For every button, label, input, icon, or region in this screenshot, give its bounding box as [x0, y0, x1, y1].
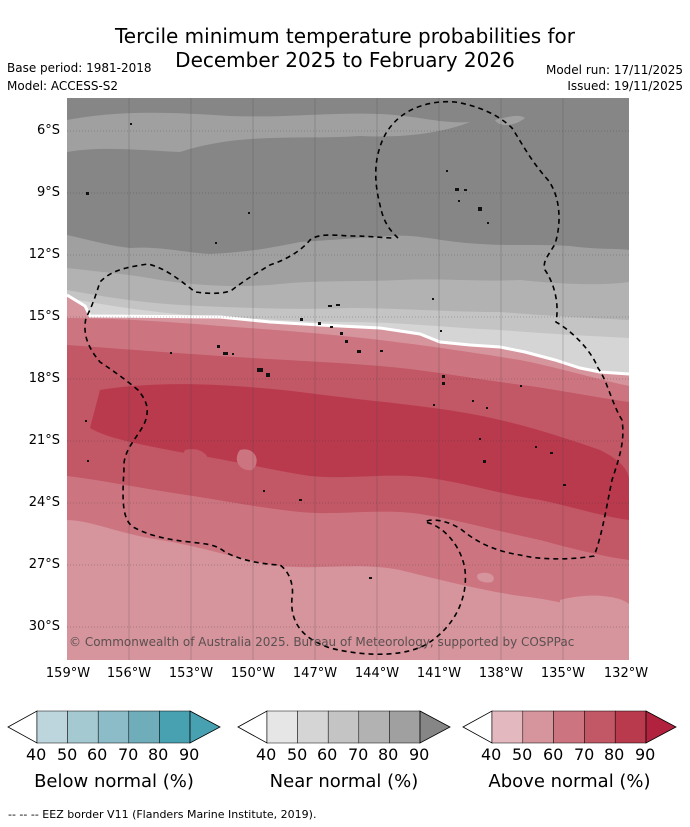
lat-label: 15°S [28, 309, 60, 324]
colorbar-near-segment [358, 710, 390, 744]
above-normal-80-region [90, 384, 629, 520]
colorbar-tick: 50 [57, 745, 78, 764]
lat-label: 12°S [28, 247, 60, 262]
title-line-1: Tercile minimum temperature probabilitie… [114, 24, 576, 48]
lon-label: 147°W [292, 666, 338, 681]
colorbar-tick: 90 [409, 745, 430, 764]
colorbar-below-segment [97, 710, 130, 744]
colorbar-above-segment [614, 710, 647, 744]
near-normal-80-patch [495, 115, 525, 126]
lat-label: 30°S [28, 619, 60, 634]
colorbar-below-segment [159, 710, 191, 744]
colorbar-near-segment [389, 710, 421, 744]
model-run: Model run: 17/11/2025 [545, 63, 683, 77]
colorbar-tick: 90 [179, 745, 200, 764]
eez-border-note: -- -- -- EEZ border V11 (Flanders Marine… [8, 808, 317, 821]
model-name: Model: ACCESS-S2 [7, 79, 119, 93]
eez-border [84, 100, 624, 655]
colorbar-tick: 70 [574, 745, 595, 764]
copyright-text: © Commonwealth of Australia 2025. Bureau… [69, 635, 574, 649]
lon-label: 156°W [106, 666, 152, 681]
colorbar-above-segment [522, 710, 554, 744]
colorbar-above-title: Above normal (%) [488, 771, 651, 792]
colorbar-near-normal [237, 710, 451, 744]
colorbar-tick: 60 [87, 745, 108, 764]
colorbar-above-segment [553, 710, 585, 744]
colorbar-below-right-arrow [189, 710, 221, 744]
colorbar-tick: 90 [635, 745, 656, 764]
lat-label: 18°S [28, 371, 60, 386]
colorbar-below-title: Below normal (%) [34, 771, 194, 792]
colorbar-near-right-arrow [419, 710, 451, 744]
colorbar-above-segment [491, 710, 524, 744]
above-normal-60-patch [236, 449, 257, 471]
lon-label: 135°W [540, 666, 586, 681]
colorbar-near-segment [327, 710, 360, 744]
title-line-2: December 2025 to February 2026 [175, 48, 515, 72]
lat-label: 9°S [36, 185, 60, 200]
above-normal-70-patch [182, 449, 209, 472]
lon-label: 159°W [45, 666, 91, 681]
base-period: Base period: 1981-2018 [7, 61, 152, 75]
map-title: Tercile minimum temperature probabilitie… [0, 24, 690, 72]
lat-label: 24°S [28, 495, 60, 510]
colorbar-below-segment [36, 710, 68, 744]
islands [85, 123, 566, 579]
near-normal-80-patch [67, 112, 470, 152]
colorbar-below-normal [7, 710, 221, 744]
colorbar-tick: 80 [604, 745, 625, 764]
lon-label: 132°W [603, 666, 649, 681]
above-normal-80-patch [254, 402, 266, 414]
colorbar-above-normal [462, 710, 677, 744]
lon-label: 141°W [416, 666, 462, 681]
colorbar-tick: 40 [481, 745, 502, 764]
colorbar-near-segment [297, 710, 329, 744]
meridians [128, 98, 564, 660]
colorbar-tick: 70 [118, 745, 139, 764]
lon-label: 153°W [168, 666, 214, 681]
colorbar-above-right-arrow [645, 710, 677, 744]
colorbar-above-left-arrow [462, 710, 493, 744]
above-normal-50-patch [76, 582, 243, 660]
colorbar-tick: 80 [378, 745, 399, 764]
white-tercile-boundary [67, 293, 629, 376]
lat-label: 27°S [28, 557, 60, 572]
colorbar-tick: 80 [148, 745, 169, 764]
colorbar-tick: 50 [287, 745, 308, 764]
graticule [67, 130, 629, 628]
above-normal-50-patch [330, 583, 458, 656]
lon-label: 150°W [230, 666, 276, 681]
colorbar-tick: 40 [26, 745, 47, 764]
lon-label: 144°W [354, 666, 400, 681]
colorbar-above-segment [584, 710, 616, 744]
colorbar-below-left-arrow [7, 710, 38, 744]
colorbar-below-segment [67, 710, 99, 744]
colorbar-tick: 60 [317, 745, 338, 764]
colorbar-near-left-arrow [237, 710, 268, 744]
colorbar-below-segment [128, 710, 160, 744]
above-normal-50-patch [560, 595, 629, 640]
colorbar-tick: 40 [256, 745, 277, 764]
issued-date: Issued: 19/11/2025 [567, 79, 683, 93]
colorbar-near-title: Near normal (%) [269, 771, 419, 792]
colorbar-tick: 70 [348, 745, 369, 764]
above-normal-80-patch [231, 419, 249, 437]
lon-label: 138°W [478, 666, 524, 681]
lat-label: 21°S [28, 433, 60, 448]
colorbar-near-segment [266, 710, 298, 744]
colorbar-tick: 50 [512, 745, 533, 764]
colorbar-tick: 60 [543, 745, 564, 764]
above-normal-50-patch [477, 572, 494, 583]
lat-label: 6°S [36, 123, 60, 138]
